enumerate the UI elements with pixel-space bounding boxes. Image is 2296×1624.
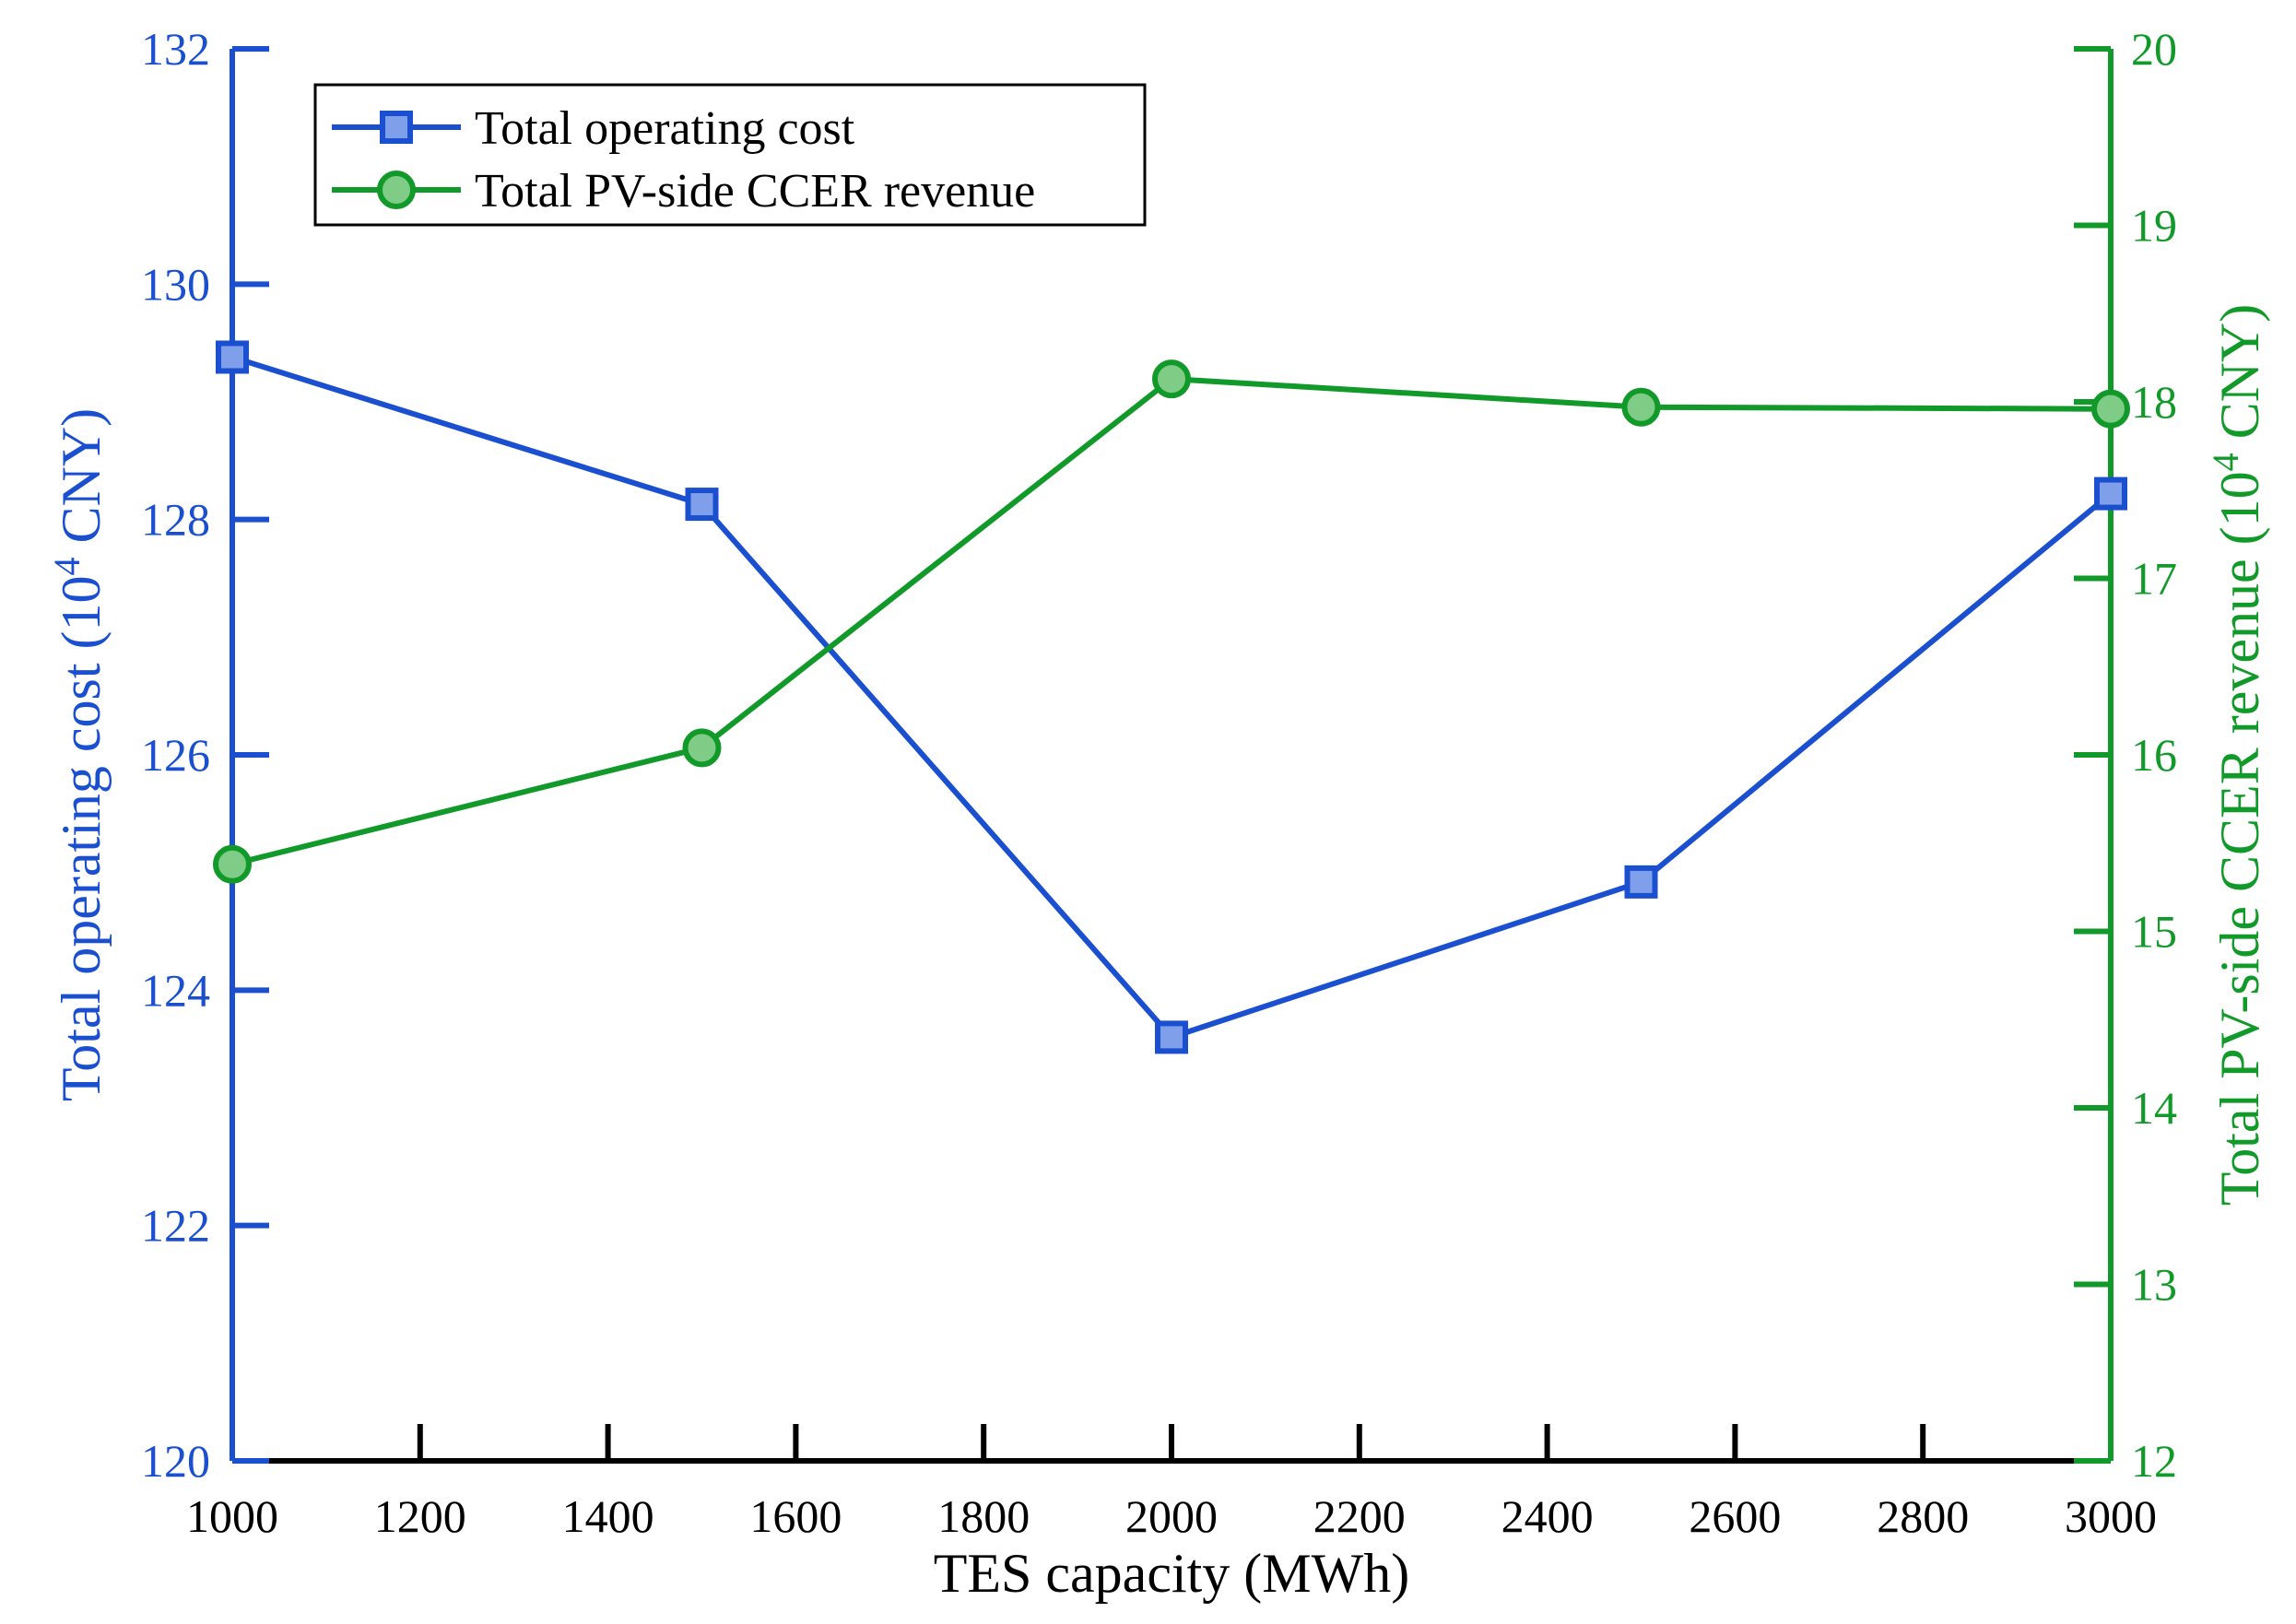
y-right-tick-label: 18 bbox=[2131, 376, 2177, 428]
y-left-tick-label: 122 bbox=[141, 1200, 210, 1252]
y-right-axis-title-main: Total PV-side CCER revenue (10 bbox=[2209, 471, 2270, 1206]
y-left-tick-label: 120 bbox=[141, 1435, 210, 1487]
y-right-tick-label: 12 bbox=[2131, 1435, 2177, 1487]
legend-swatch-marker bbox=[377, 171, 416, 209]
series-0-point bbox=[1624, 865, 1658, 899]
y-left-axis-title: Total operating cost (104 CNY) bbox=[46, 408, 112, 1101]
y-right-axis-title-tail: CNY) bbox=[2209, 304, 2270, 453]
x-tick-label: 2400 bbox=[1501, 1490, 1594, 1542]
series-0-point bbox=[216, 340, 249, 374]
y-left-axis-title-tail: CNY) bbox=[51, 408, 112, 558]
y-left-tick-label: 130 bbox=[141, 258, 210, 310]
legend: Total operating cost Total PV-side CCER r… bbox=[313, 83, 1147, 227]
x-tick-label: 2600 bbox=[1689, 1490, 1781, 1542]
legend-box bbox=[313, 83, 1147, 227]
series-1-point bbox=[1621, 387, 1661, 427]
x-tick-label: 3000 bbox=[2065, 1490, 2157, 1542]
series-1-point bbox=[682, 728, 722, 768]
x-tick-label: 1000 bbox=[186, 1490, 278, 1542]
series-1-point bbox=[2091, 389, 2130, 429]
y-right-axis-title-sup: 4 bbox=[2205, 453, 2246, 471]
x-axis-title: TES capacity (MWh) bbox=[934, 1543, 1409, 1604]
y-left-tick-label: 126 bbox=[141, 729, 210, 781]
legend-swatch-marker bbox=[380, 111, 413, 144]
y-right-tick-label: 16 bbox=[2131, 729, 2177, 781]
y-right-tick-label: 19 bbox=[2131, 200, 2177, 252]
series-1-point bbox=[213, 844, 252, 884]
y-right-tick-label: 15 bbox=[2131, 906, 2177, 958]
y-right-tick-label: 20 bbox=[2131, 23, 2177, 75]
y-left-tick-label: 124 bbox=[141, 964, 210, 1016]
x-tick-label: 1400 bbox=[562, 1490, 654, 1542]
series-layer bbox=[213, 340, 2130, 1054]
x-tick-label: 2000 bbox=[1125, 1490, 1218, 1542]
series-0-point bbox=[1155, 1020, 1188, 1054]
axes-layer: 1000 1200 1400 1600 1800 2000 2200 2400 2600 2800… bbox=[46, 23, 2271, 1604]
legend-label: Total operating cost bbox=[475, 102, 855, 155]
y-right-tick-label: 17 bbox=[2131, 553, 2177, 605]
y-right-axis-title: Total PV-side CCER revenue (104 CNY) bbox=[2205, 304, 2271, 1206]
x-tick-label: 2800 bbox=[1877, 1490, 1969, 1542]
series-1-point bbox=[1152, 359, 1191, 399]
series-0-point bbox=[2094, 477, 2127, 511]
y-right-tick-label: 14 bbox=[2131, 1082, 2177, 1134]
y-right-tick-label: 13 bbox=[2131, 1259, 2177, 1311]
x-tick-label: 1800 bbox=[937, 1490, 1030, 1542]
y-left-axis-title-sup: 4 bbox=[46, 558, 88, 576]
x-tick-label: 1200 bbox=[374, 1490, 466, 1542]
series-0-point bbox=[685, 488, 719, 522]
x-tick-label: 1600 bbox=[749, 1490, 842, 1542]
x-tick-label: 2200 bbox=[1313, 1490, 1406, 1542]
y-left-tick-label: 132 bbox=[141, 23, 210, 75]
y-left-tick-label: 128 bbox=[141, 494, 210, 546]
y-left-axis-title-main: Total operating cost (10 bbox=[51, 576, 112, 1102]
legend-label: Total PV-side CCER revenue bbox=[475, 165, 1035, 218]
